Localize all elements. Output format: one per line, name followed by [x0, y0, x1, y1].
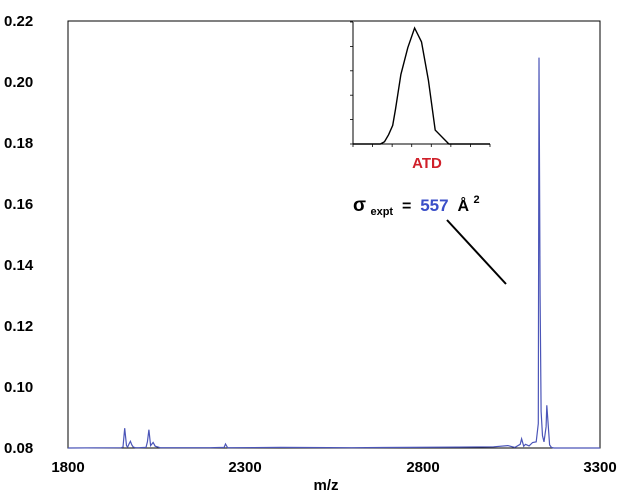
y-tick-label: 0.08 — [4, 440, 33, 457]
x-tick-label: 2800 — [406, 459, 439, 476]
x-tick-labels: 1800 2300 2800 3300 — [51, 459, 616, 476]
y-tick-label: 0.14 — [4, 257, 34, 274]
plot-frame — [67, 20, 601, 449]
series-layer — [67, 57, 600, 449]
cross-section-annotation: σ expt = 557 Å 2 — [353, 194, 507, 285]
y-tick-labels: 0.08 0.10 0.12 0.14 0.16 0.18 0.20 0.22 — [4, 13, 34, 457]
x-tick-label: 1800 — [51, 459, 84, 476]
x-axis-title: m/z — [313, 477, 338, 493]
inset-frame — [353, 22, 490, 144]
atd-inset: ATD — [350, 21, 491, 172]
cross-section-unit: Å — [453, 196, 469, 215]
pointer-line — [446, 219, 507, 285]
y-tick-label: 0.12 — [4, 318, 33, 335]
x-tick-label: 3300 — [583, 459, 616, 476]
y-tick-label: 0.18 — [4, 135, 33, 152]
unit-exponent: 2 — [474, 194, 480, 206]
sigma-subscript: expt — [370, 206, 393, 218]
cross-section-label: σ expt = 557 Å 2 — [353, 194, 480, 219]
y-tick-label: 0.20 — [4, 74, 33, 91]
y-tick-label: 0.22 — [4, 13, 33, 30]
x-tick-label: 2300 — [228, 459, 261, 476]
y-tick-label: 0.10 — [4, 379, 33, 396]
series-line-0 — [67, 57, 600, 449]
y-tick-label: 0.16 — [4, 196, 33, 213]
inset-label: ATD — [412, 155, 442, 172]
inset-curve — [353, 26, 490, 145]
sigma-symbol: σ — [353, 195, 366, 216]
equals-sign: = — [398, 198, 416, 215]
cross-section-value: 557 — [420, 196, 448, 215]
inset-ticks — [350, 21, 491, 147]
